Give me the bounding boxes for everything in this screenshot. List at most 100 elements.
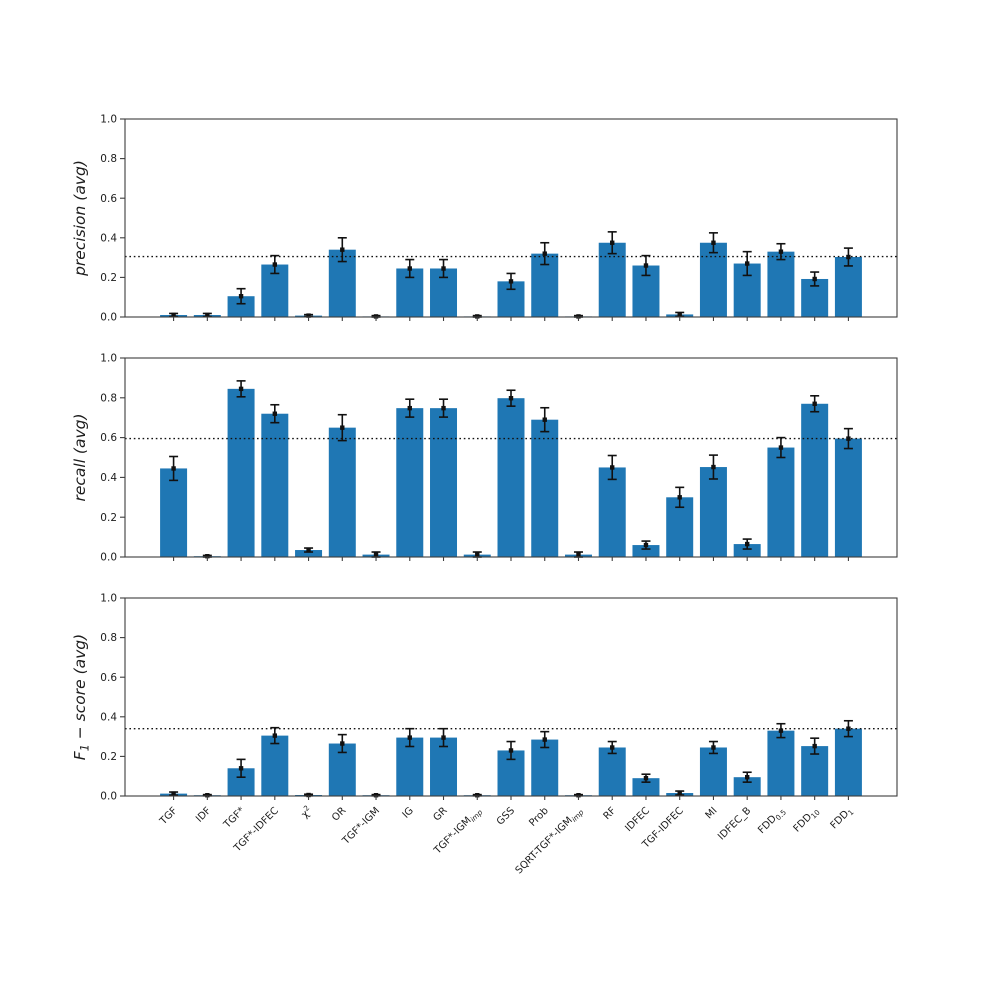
error-marker — [340, 425, 345, 430]
bar — [801, 403, 829, 557]
error-bar — [270, 726, 280, 745]
error-bar — [675, 486, 685, 509]
error-marker — [373, 793, 379, 798]
error-marker — [171, 791, 176, 796]
error-bar — [236, 287, 246, 305]
error-bar — [776, 722, 786, 739]
y-tick-label: 0.6 — [100, 432, 117, 444]
error-marker — [812, 276, 817, 282]
x-tick-label: RF — [602, 805, 619, 822]
error-marker — [610, 745, 615, 750]
y-tick-label: 0.2 — [100, 272, 117, 284]
error-bar — [607, 454, 617, 481]
error-marker — [812, 743, 817, 749]
error-bar — [169, 791, 179, 797]
y-tick-label: 0.2 — [100, 512, 117, 524]
error-marker — [171, 466, 176, 471]
error-bar — [506, 389, 516, 407]
y-tick-label: 0.0 — [100, 552, 117, 564]
error-marker — [778, 728, 784, 733]
error-marker — [711, 745, 716, 750]
bar — [396, 408, 424, 557]
error-marker — [407, 405, 412, 411]
y-axis-label: F1 − score (avg) — [71, 634, 92, 760]
error-bar — [439, 258, 449, 279]
error-marker — [205, 554, 210, 559]
x-tick-label: IDF — [194, 805, 214, 825]
y-axis-label: precision (avg) — [71, 160, 89, 277]
error-marker — [744, 774, 750, 780]
error-bar — [337, 413, 347, 442]
y-tick-label: 1.0 — [100, 114, 117, 126]
bar — [834, 728, 862, 796]
bar — [261, 735, 289, 796]
bar — [160, 468, 188, 557]
error-bar — [607, 231, 617, 255]
error-bar — [540, 406, 550, 433]
error-marker — [542, 417, 547, 422]
error-marker — [846, 254, 851, 260]
error-marker — [205, 793, 210, 798]
error-bar — [540, 730, 550, 749]
error-marker — [407, 735, 412, 740]
bar — [227, 296, 255, 317]
error-bar — [169, 455, 179, 482]
error-marker — [677, 312, 682, 317]
error-bar — [742, 771, 752, 783]
error-marker — [475, 314, 480, 319]
error-bar — [708, 740, 718, 755]
bar — [767, 251, 795, 317]
error-bar — [742, 250, 752, 277]
y-tick-label: 0.0 — [100, 791, 117, 803]
error-marker — [272, 262, 278, 267]
error-bar — [675, 311, 685, 318]
error-marker — [171, 312, 176, 318]
error-marker — [272, 411, 278, 416]
y-tick-label: 1.0 — [100, 353, 117, 365]
y-tick-label: 0.6 — [100, 672, 117, 684]
x-tick-label: FDD1 — [829, 805, 856, 832]
x-tick-label: SQRT-TGF*-IGMimp — [514, 805, 586, 877]
x-tick-label: GR — [431, 805, 449, 823]
bar — [598, 242, 626, 317]
error-bar — [810, 395, 820, 413]
error-marker — [610, 465, 615, 470]
error-bar — [843, 427, 853, 450]
error-bar — [708, 454, 718, 480]
bar — [699, 242, 727, 317]
error-bar — [843, 719, 853, 738]
error-bar — [439, 398, 449, 418]
error-marker — [677, 495, 682, 500]
error-marker — [441, 405, 446, 411]
error-bar — [843, 247, 853, 267]
x-tick-label: TGF* — [221, 805, 247, 831]
error-marker — [744, 541, 750, 547]
error-marker — [846, 726, 851, 731]
error-bar — [337, 733, 347, 754]
bar — [699, 467, 727, 557]
error-marker — [576, 314, 581, 319]
error-bar — [506, 740, 516, 761]
bar — [733, 777, 761, 796]
error-bar — [641, 254, 651, 277]
error-bar — [641, 540, 651, 550]
x-tick-label: FDD0.5 — [756, 805, 788, 837]
y-tick-label: 0.4 — [100, 711, 117, 723]
x-tick-label: TGF — [157, 805, 180, 828]
bar — [767, 730, 795, 796]
error-marker — [542, 737, 547, 742]
error-bar — [439, 727, 449, 748]
error-marker — [238, 766, 244, 771]
y-tick-label: 0.2 — [100, 751, 117, 763]
bar — [295, 550, 323, 557]
error-bar — [304, 547, 314, 553]
bar — [598, 747, 626, 796]
x-tick-label: OR — [330, 805, 348, 823]
error-marker — [643, 542, 649, 548]
error-marker — [205, 312, 210, 318]
error-marker — [677, 790, 682, 796]
error-marker — [643, 263, 649, 268]
y-tick-label: 0.6 — [100, 193, 117, 205]
